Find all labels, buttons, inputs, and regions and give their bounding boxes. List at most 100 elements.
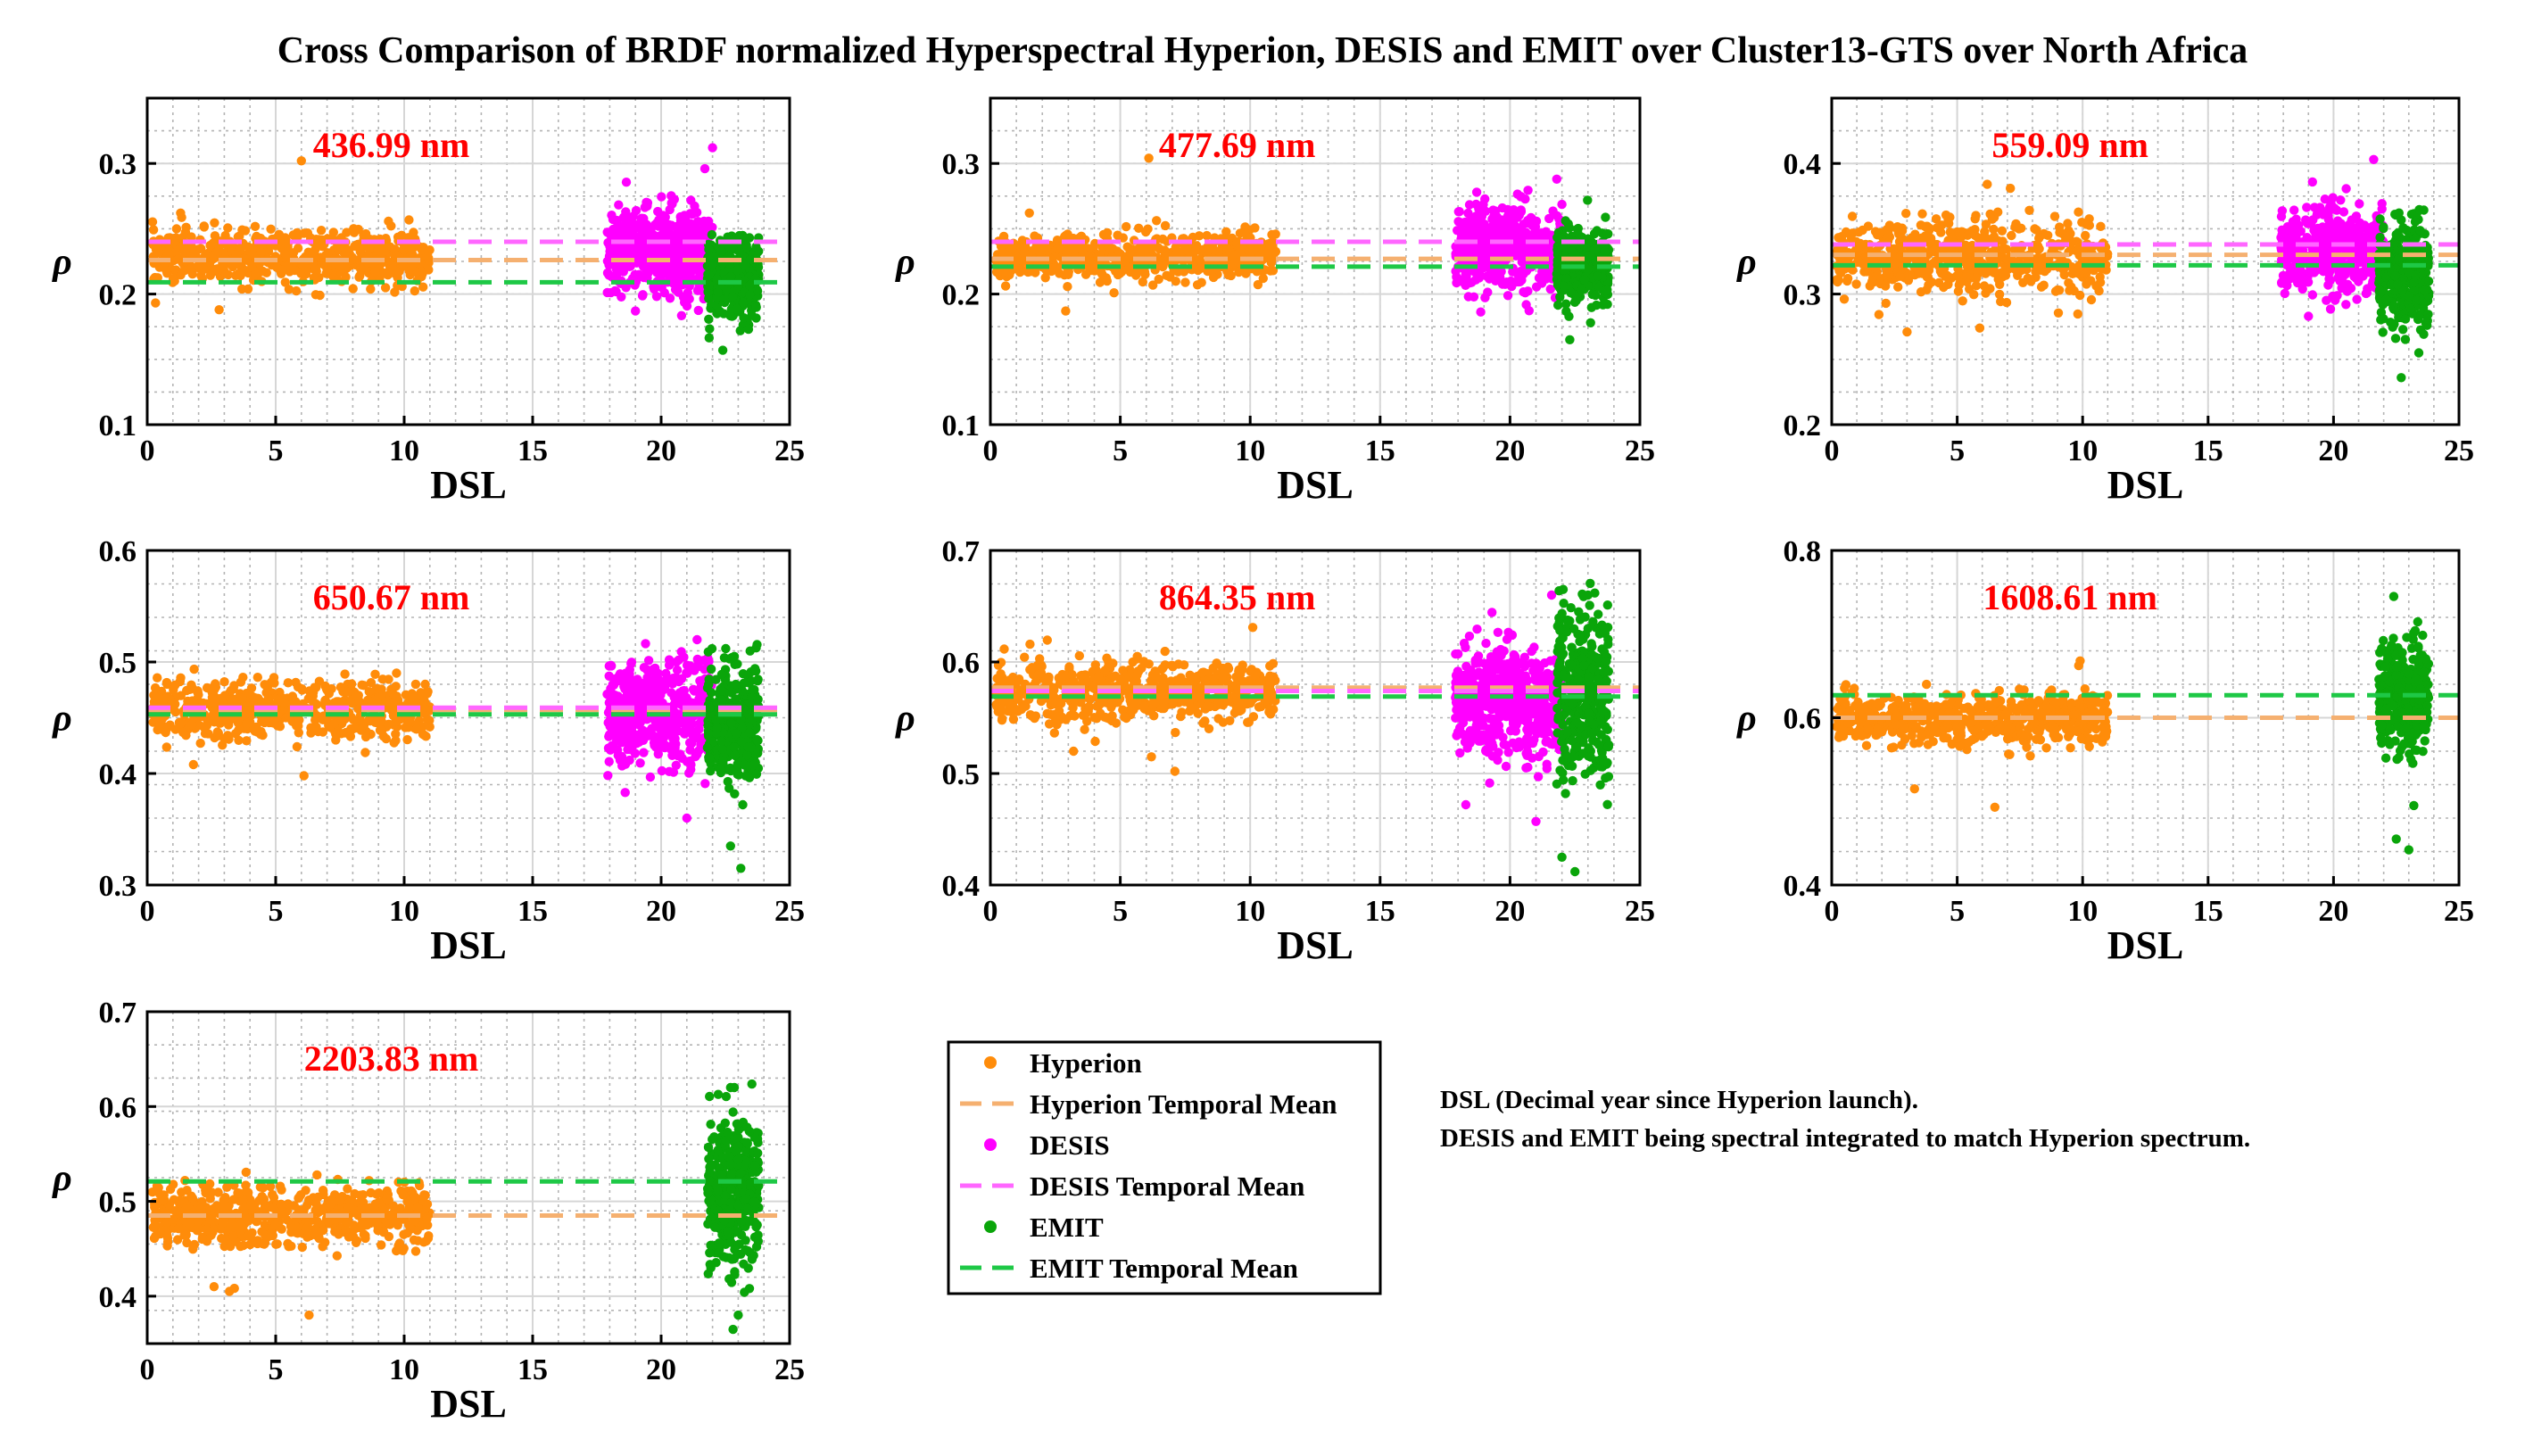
data-point	[186, 232, 196, 242]
data-point	[703, 216, 714, 227]
data-point	[636, 214, 647, 224]
data-point	[700, 163, 710, 174]
data-point	[310, 290, 321, 300]
data-point	[223, 223, 233, 233]
data-point	[299, 228, 309, 238]
x-tick-label: 5	[1950, 434, 1965, 467]
data-point	[2379, 223, 2388, 234]
data-point	[1516, 207, 1527, 217]
data-point	[2302, 203, 2312, 212]
data-point	[417, 245, 427, 255]
data-point	[1552, 174, 1562, 184]
data-point	[1250, 223, 1260, 233]
data-point	[614, 200, 624, 210]
data-point	[2095, 272, 2105, 282]
data-point	[1140, 247, 1150, 257]
data-point	[2341, 184, 2351, 194]
data-point	[1557, 199, 1567, 210]
data-point	[1031, 268, 1040, 277]
data-point	[1565, 335, 1575, 344]
data-point	[335, 261, 345, 271]
data-point	[1926, 234, 1936, 244]
data-point	[1222, 244, 1233, 254]
data-point	[2304, 311, 2314, 321]
data-point	[664, 224, 674, 235]
data-point	[665, 204, 675, 215]
wavelength-label: 436.99 nm	[313, 125, 470, 165]
data-point	[1461, 271, 1471, 281]
data-point	[642, 198, 653, 208]
data-point	[1577, 285, 1587, 294]
data-point	[214, 305, 224, 315]
data-point	[1916, 220, 1926, 230]
data-point	[1240, 228, 1250, 238]
data-point	[743, 324, 754, 335]
data-point	[410, 285, 419, 296]
data-point	[1487, 214, 1497, 224]
data-point	[704, 333, 714, 343]
data-point	[2393, 254, 2404, 264]
data-point	[1583, 195, 1593, 205]
data-point	[340, 669, 350, 679]
data-point	[1602, 228, 1612, 239]
x-tick-label: 10	[389, 434, 419, 467]
data-point	[153, 673, 162, 682]
data-point	[231, 250, 241, 260]
data-point	[2420, 285, 2430, 295]
data-point	[1024, 208, 1034, 218]
series-hyperion	[147, 156, 435, 315]
data-point	[633, 240, 642, 250]
data-point	[2096, 221, 2106, 231]
data-point	[1052, 244, 1063, 254]
data-point	[657, 192, 666, 202]
data-point	[2007, 230, 2016, 241]
x-tick-label: 25	[1625, 434, 1655, 467]
data-point	[1497, 203, 1508, 213]
data-point	[677, 263, 688, 273]
data-point	[277, 265, 287, 276]
data-point	[1503, 214, 1512, 224]
data-point	[424, 265, 434, 275]
data-point	[288, 248, 299, 258]
data-point	[2284, 262, 2295, 272]
data-point	[2307, 177, 2317, 187]
data-point	[284, 285, 294, 294]
data-point	[342, 228, 352, 237]
data-point	[1905, 269, 1915, 279]
data-point	[1835, 268, 1846, 278]
data-point	[1895, 271, 1905, 281]
data-point	[1892, 258, 1901, 269]
data-point	[1505, 225, 1515, 235]
data-point	[1512, 189, 1523, 199]
data-point	[1223, 270, 1233, 280]
data-point	[2401, 225, 2412, 236]
data-point	[1097, 269, 1107, 279]
data-point	[1453, 207, 1464, 217]
data-point	[1552, 211, 1562, 221]
data-point	[189, 664, 199, 674]
data-point	[633, 257, 644, 267]
data-point	[1874, 310, 1884, 319]
data-point	[676, 310, 687, 320]
data-point	[1559, 281, 1569, 291]
figure-title: Cross Comparison of BRDF normalized Hype…	[277, 30, 2248, 71]
data-point	[2053, 308, 2064, 318]
data-point	[678, 228, 688, 239]
data-point	[727, 292, 738, 302]
data-point	[2422, 320, 2432, 330]
data-point	[2381, 294, 2391, 304]
data-point	[280, 277, 290, 287]
data-point	[195, 738, 205, 749]
data-point	[2393, 279, 2403, 290]
data-point	[1837, 232, 1847, 242]
data-point	[1997, 226, 2008, 236]
data-point	[1942, 270, 1952, 281]
data-point	[1884, 232, 1895, 242]
data-point	[370, 267, 380, 277]
data-point	[652, 248, 663, 258]
data-point	[2053, 285, 2063, 295]
data-point	[1972, 273, 1982, 283]
data-point	[2330, 295, 2340, 305]
data-point	[1194, 231, 1205, 241]
